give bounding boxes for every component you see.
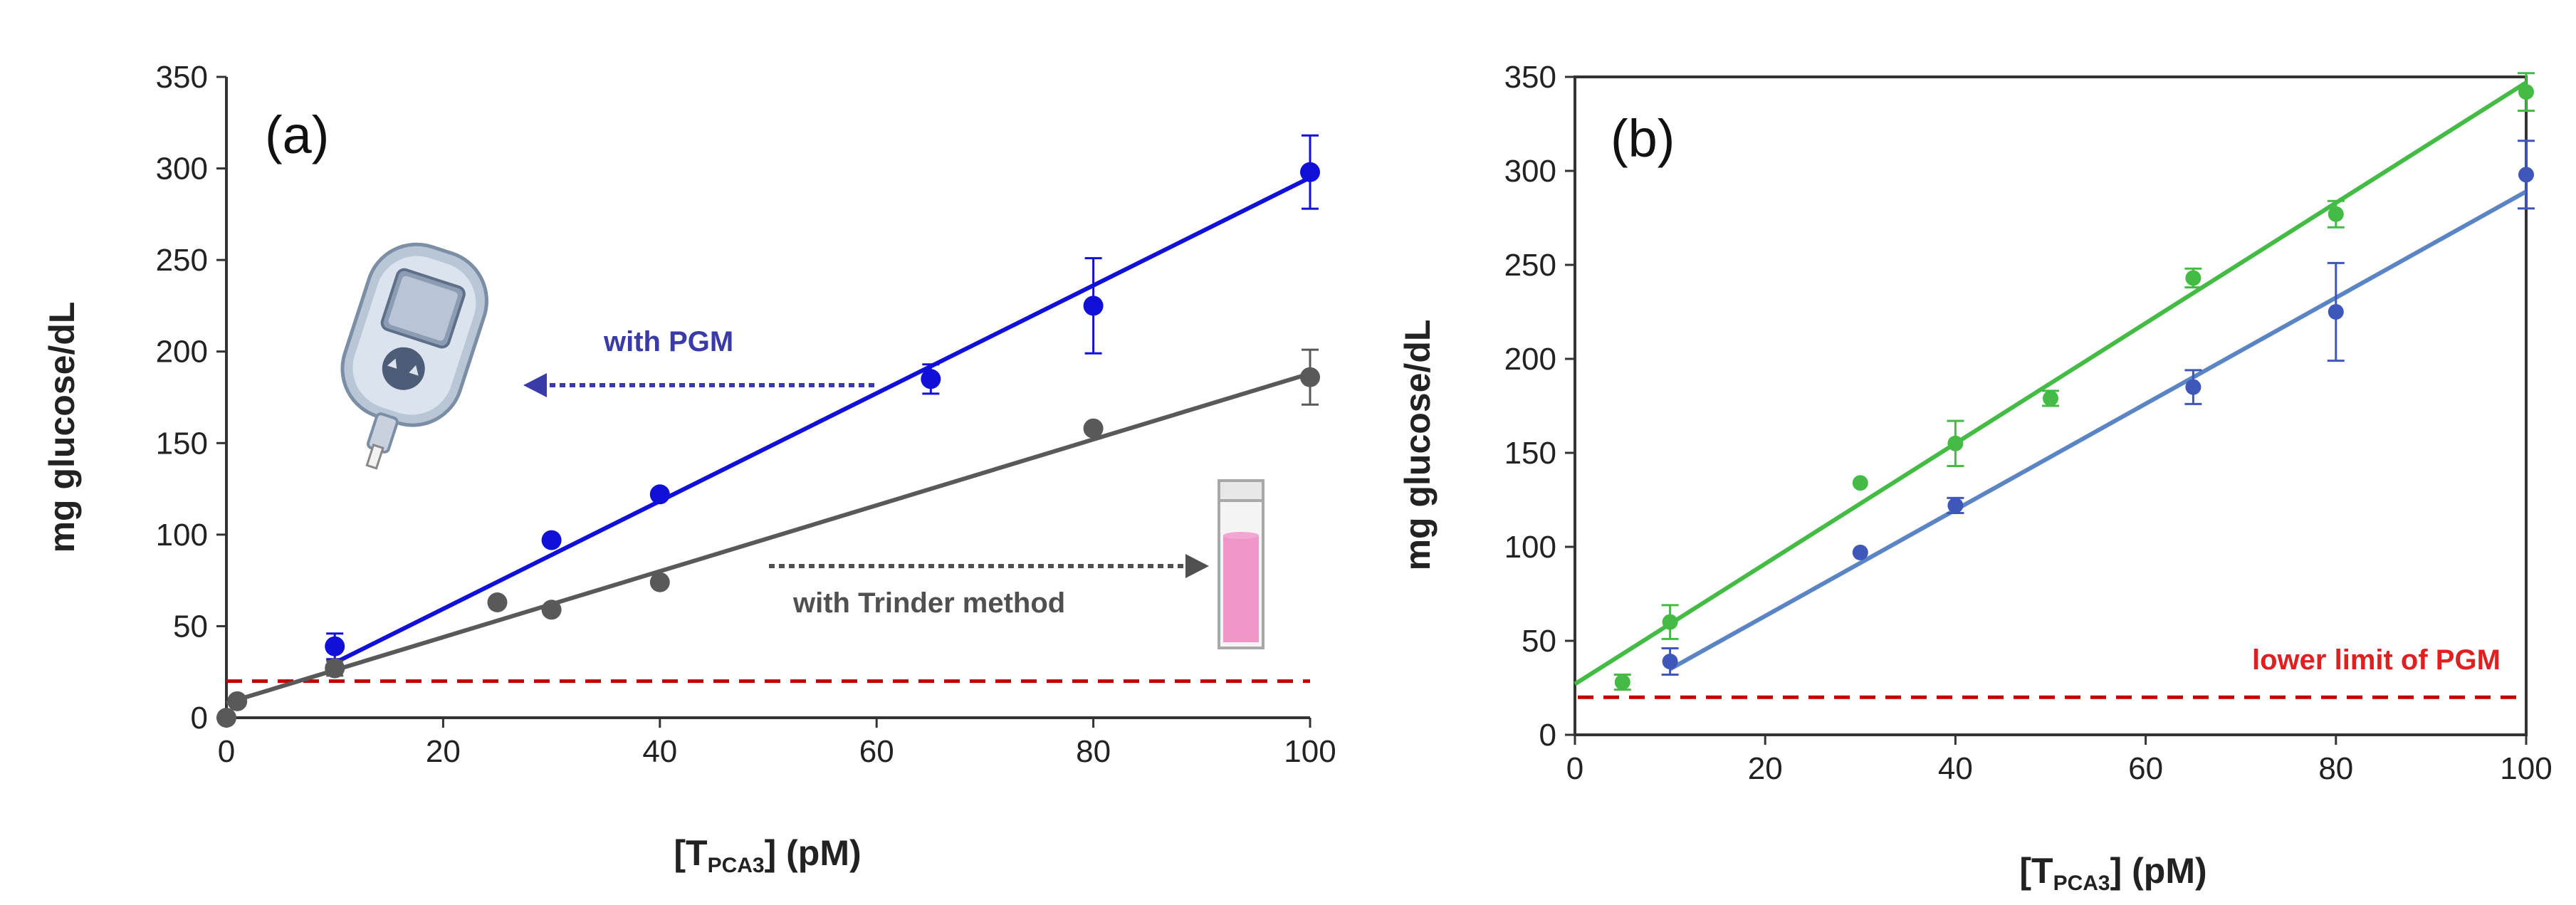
panel-a-series-1-point [325, 658, 345, 679]
pgm-annotation-label: with PGM [603, 326, 733, 357]
panel-a-series-0-fit-line [333, 175, 1311, 665]
panel-b-y-tick-label: 150 [1504, 436, 1556, 471]
chart-panel-b: 0 50 100 150 200 250 300 350 0 20 40 60 80 100 (b) mg… [1398, 60, 2553, 895]
panel-a-series-0-point [541, 530, 562, 550]
panel-a-y-tick-label: 150 [156, 426, 208, 461]
panel-a-y-tick-label: 100 [156, 518, 208, 553]
panel-b-y-tick-label: 250 [1504, 248, 1556, 283]
panel-b-y-tick-label: 100 [1504, 530, 1556, 565]
lower-limit-annotation-label: lower limit of PGM [2252, 644, 2501, 676]
panel-b-series-0-point [1852, 475, 1868, 491]
panel-a-y-tick-label: 200 [156, 335, 208, 370]
panel-a-y-tick-label: 300 [156, 152, 208, 187]
trinder-annotation: with Trinder method [769, 554, 1209, 619]
panel-b-x-tick-label: 20 [1748, 751, 1783, 786]
panel-a-x-tick-label: 40 [642, 734, 677, 769]
panel-a-y-tick-label: 350 [156, 60, 208, 95]
panel-a-series-1-point [1083, 418, 1104, 439]
panel-a-x-title-prefix: [T [674, 833, 707, 873]
panel-a-x-tick-label: 20 [426, 734, 461, 769]
panel-a-series-1-point [227, 691, 248, 711]
panel-b-point-layer [1614, 84, 2534, 691]
panel-b-series-0-point [2518, 84, 2534, 100]
panel-b-x-tick-label: 80 [2318, 751, 2353, 786]
panel-a-y-tick-label: 250 [156, 243, 208, 278]
panel-b-x-title-suffix: ] (pM) [2110, 851, 2207, 891]
glucose-meter-icon [340, 242, 488, 470]
panel-a-ticks: 0 50 100 150 200 250 300 350 0 20 40 60 80 100 [156, 60, 1336, 769]
panel-b-plot-frame [1574, 75, 2528, 736]
panel-a-x-axis-title: [TPCA3] (pM) [674, 833, 861, 877]
panel-a-x-title-subscript: PCA3 [708, 854, 765, 877]
panel-a-x-tick-label: 60 [859, 734, 894, 769]
panel-b-y-tick-label: 350 [1504, 60, 1556, 95]
panel-b-series-0-fit-line [1574, 80, 2528, 686]
pgm-annotation: with PGM [523, 326, 874, 397]
panel-a-series-0-point [649, 484, 670, 505]
panel-b-series-1-point [1947, 497, 1964, 513]
trinder-arrowhead-icon [1185, 554, 1209, 578]
panel-b-y-tick-label: 50 [1522, 624, 1556, 659]
panel-a-series-0-point [325, 636, 345, 656]
panel-a-y-axis-title: mg glucose/dL [42, 302, 82, 553]
panel-b-series-0-point [2043, 390, 2058, 407]
panel-label-a: (a) [265, 105, 329, 164]
cuvette-icon [1218, 479, 1265, 649]
panel-a-fit-layer [226, 175, 1311, 706]
panel-b-series-0-point [1614, 674, 1630, 691]
panel-a-series-0-point [1083, 295, 1104, 316]
panel-b-fit-layer [1574, 80, 2528, 686]
panel-a-series-1-point [1300, 367, 1320, 387]
panel-b-x-title-prefix: [T [2019, 851, 2053, 891]
panel-a-series-1-point [216, 708, 236, 728]
pgm-arrowhead-icon [523, 373, 547, 397]
panel-a-y-tick-label: 0 [191, 701, 208, 736]
panel-a-series-1-point [649, 572, 670, 592]
panel-b-y-tick-label: 0 [1539, 718, 1556, 753]
panel-b-series-0-point [1947, 435, 1964, 451]
panel-a-series-0-point [1300, 162, 1320, 182]
panel-b-series-1-fit-line [1669, 189, 2528, 671]
panel-b-series-0-point [2328, 206, 2344, 222]
panel-b-x-tick-label: 40 [1938, 751, 1973, 786]
panel-a-x-tick-label: 0 [218, 734, 235, 769]
chart-panel-a: 0 50 100 150 200 250 300 350 0 20 40 60 80 100 (a) mg… [42, 60, 1336, 877]
panel-a-series-1-fit-line [226, 371, 1311, 706]
panel-b-x-tick-label: 0 [1566, 751, 1583, 786]
panel-b-ticks: 0 50 100 150 200 250 300 350 0 20 40 60 80 100 [1504, 60, 2553, 786]
panel-b-y-tick-label: 200 [1504, 342, 1556, 377]
panel-b-series-0-point [2185, 270, 2201, 286]
panel-b-series-1-point [1662, 654, 1678, 670]
panel-b-x-tick-label: 60 [2128, 751, 2163, 786]
panel-b-series-1-point [1852, 544, 1868, 560]
panel-b-series-1-point [2185, 379, 2201, 395]
panel-a-series-1-point [487, 592, 508, 612]
panel-a-series-0-point [921, 369, 941, 389]
panel-b-series-0-point [1662, 614, 1678, 630]
panel-a-x-title-suffix: ] (pM) [765, 833, 862, 873]
trinder-annotation-label: with Trinder method [792, 587, 1065, 619]
panel-b-x-axis-title: [TPCA3] (pM) [2019, 851, 2206, 895]
panel-a-y-tick-label: 50 [173, 609, 208, 644]
panel-b-x-title-subscript: PCA3 [2053, 872, 2110, 895]
panel-a-x-tick-label: 100 [1284, 734, 1336, 769]
panel-b-x-tick-label: 100 [2500, 751, 2552, 786]
panel-b-y-axis-title: mg glucose/dL [1398, 320, 1438, 571]
panel-b-series-1-point [2328, 304, 2344, 320]
panel-b-y-tick-label: 300 [1504, 154, 1556, 189]
panel-a-point-layer [216, 162, 1320, 728]
panel-a-series-1-point [541, 600, 562, 620]
panel-b-series-1-point [2518, 167, 2534, 183]
panel-a-x-tick-label: 80 [1076, 734, 1111, 769]
panel-label-b: (b) [1611, 109, 1675, 168]
